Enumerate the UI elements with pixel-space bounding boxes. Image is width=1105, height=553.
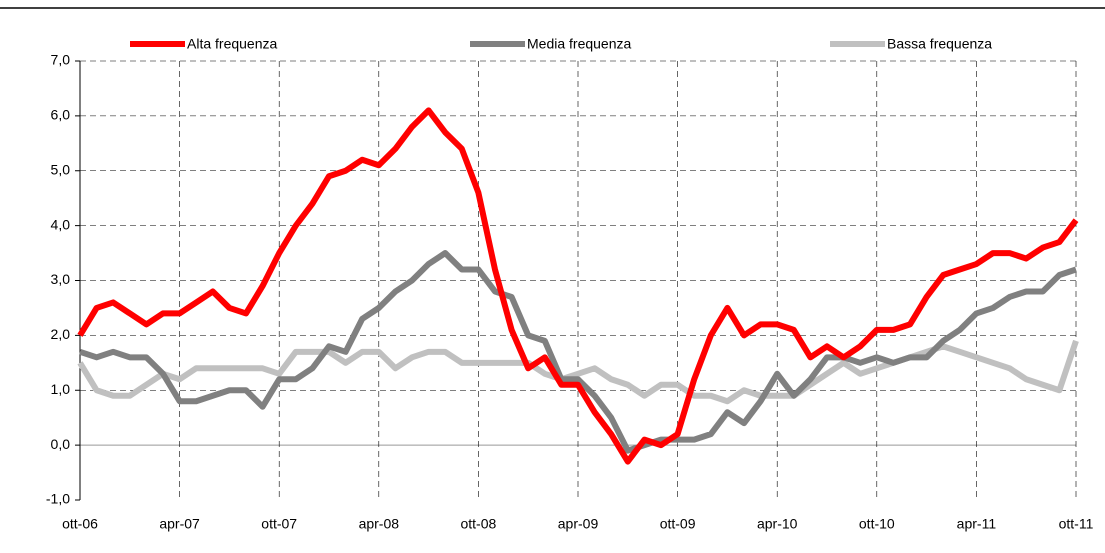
y-tick-label: 2,0 (51, 326, 71, 342)
y-tick-label: 5,0 (51, 161, 71, 177)
y-tick-label: 7,0 (51, 52, 71, 68)
y-tick-label: 1,0 (51, 381, 71, 397)
series-line (79, 250, 1077, 454)
x-tick-label: apr-10 (757, 516, 798, 532)
legend-label: Alta frequenza (187, 36, 277, 52)
legend-label: Media frequenza (527, 36, 632, 52)
y-tick-label: 3,0 (51, 271, 71, 287)
series-line (77, 107, 1079, 465)
x-tick-label: ott-06 (62, 516, 98, 532)
x-tick-label: apr-11 (957, 516, 997, 532)
x-tick-label: ott-11 (1059, 516, 1094, 532)
x-tick-label: apr-08 (359, 516, 400, 532)
y-tick-label: 6,0 (51, 107, 71, 123)
x-tick-label: apr-09 (558, 516, 599, 532)
x-tick-label: ott-07 (261, 516, 297, 532)
y-tick-label: -1,0 (46, 491, 70, 507)
y-tick-label: 0,0 (51, 436, 71, 452)
x-tick-label: ott-09 (660, 516, 696, 532)
x-tick-label: apr-07 (159, 516, 200, 532)
legend-label: Bassa frequenza (887, 36, 992, 52)
x-tick-label: ott-08 (460, 516, 496, 532)
x-tick-label: ott-10 (859, 516, 895, 532)
y-tick-label: 4,0 (51, 216, 71, 232)
